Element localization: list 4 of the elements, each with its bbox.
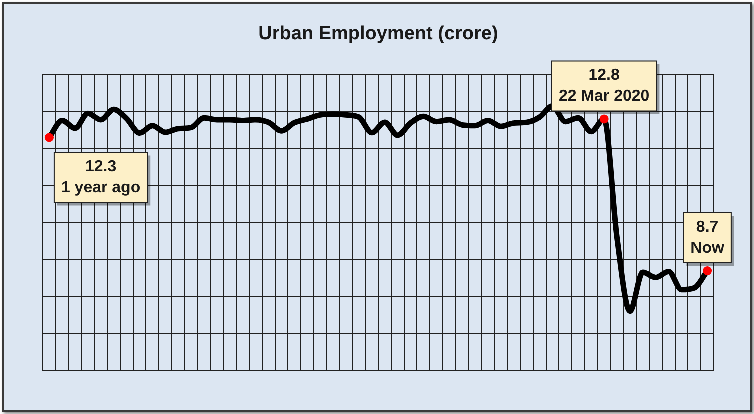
data-label: 12.8 22 Mar 2020 <box>558 67 650 106</box>
data-label: 8.7 Now <box>690 218 725 257</box>
data-label: 12.3 1 year ago <box>61 158 141 197</box>
chart-title: Urban Employment (crore) <box>258 24 498 45</box>
